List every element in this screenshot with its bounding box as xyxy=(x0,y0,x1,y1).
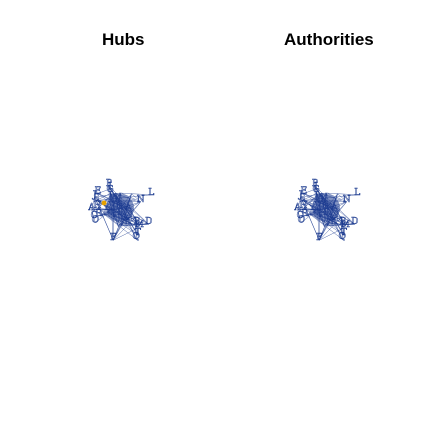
edge xyxy=(341,216,355,225)
node-label: K xyxy=(330,217,337,227)
edge xyxy=(303,188,317,194)
edge xyxy=(97,188,111,194)
edge xyxy=(302,193,317,201)
node-label: E xyxy=(301,186,308,196)
edge xyxy=(324,223,355,227)
node-label: B xyxy=(340,217,347,227)
hubs-title: Hubs xyxy=(102,30,145,49)
authorities-title: Authorities xyxy=(284,30,374,49)
edge xyxy=(302,200,316,202)
node-label: H xyxy=(93,201,101,211)
node-label: I xyxy=(108,182,112,192)
node-label: G xyxy=(107,185,114,195)
edge xyxy=(135,216,149,225)
node-label: L xyxy=(354,188,360,198)
node-label: L xyxy=(148,188,154,198)
node-label: B xyxy=(134,217,141,227)
node-label: T xyxy=(135,228,141,238)
hubs-network-graph: A B C D E F GHI J K L M N O P Q RS T xyxy=(87,179,154,244)
edge xyxy=(297,209,302,223)
edge xyxy=(120,192,141,203)
node-label: E xyxy=(95,186,102,196)
edge xyxy=(127,217,136,225)
edge xyxy=(103,214,137,240)
node-label: M xyxy=(135,220,144,230)
node-label: J xyxy=(298,190,303,200)
edge xyxy=(113,227,140,241)
dense-core xyxy=(106,194,134,222)
node-label: S xyxy=(299,193,305,203)
node-label: R xyxy=(301,209,308,219)
node-label: F xyxy=(110,233,116,243)
node-label: G xyxy=(313,185,320,195)
edge xyxy=(109,191,114,195)
edge xyxy=(325,192,358,196)
edge xyxy=(297,194,320,211)
node-label: A xyxy=(87,203,95,213)
node-label: K xyxy=(124,217,131,227)
edge xyxy=(91,209,96,223)
node-label: C xyxy=(91,211,98,221)
node-label: N xyxy=(137,195,145,205)
edge xyxy=(319,227,346,241)
node-label: D xyxy=(351,217,358,227)
edge xyxy=(341,217,344,224)
node-label: D xyxy=(145,217,152,227)
node-label: T xyxy=(341,228,347,238)
edge xyxy=(119,192,152,196)
node-label: M xyxy=(341,220,350,230)
edge xyxy=(135,217,138,224)
edge xyxy=(326,192,347,203)
edge xyxy=(91,197,95,210)
edge xyxy=(118,223,149,227)
node-label: J xyxy=(92,190,97,200)
node-label: P xyxy=(312,179,318,189)
edge xyxy=(333,217,342,225)
highlighted-node xyxy=(101,200,107,206)
node-label: H xyxy=(299,201,307,211)
edge xyxy=(342,223,345,236)
edge xyxy=(302,200,320,241)
node-label: C xyxy=(297,211,304,221)
node-label: S xyxy=(93,193,99,203)
node-label: O xyxy=(92,215,99,225)
node-label: F xyxy=(316,233,322,243)
node-label: N xyxy=(343,195,351,205)
edge xyxy=(136,223,139,236)
edge xyxy=(131,193,141,202)
node-label: O xyxy=(298,215,305,225)
edge xyxy=(96,193,111,201)
node-label: Q xyxy=(133,232,140,242)
edge xyxy=(337,193,347,202)
node-label: I xyxy=(314,182,318,192)
edge xyxy=(297,197,301,210)
node-label: Q xyxy=(339,232,346,242)
edge xyxy=(309,214,343,240)
dense-core xyxy=(312,194,340,222)
edge xyxy=(96,200,114,241)
authorities-network-graph: A B C D E F GHI J K L M N O P Q RS T xyxy=(293,179,360,244)
node-label: P xyxy=(106,179,112,189)
edge xyxy=(315,191,320,195)
node-label: R xyxy=(95,209,102,219)
node-label: A xyxy=(293,203,301,213)
